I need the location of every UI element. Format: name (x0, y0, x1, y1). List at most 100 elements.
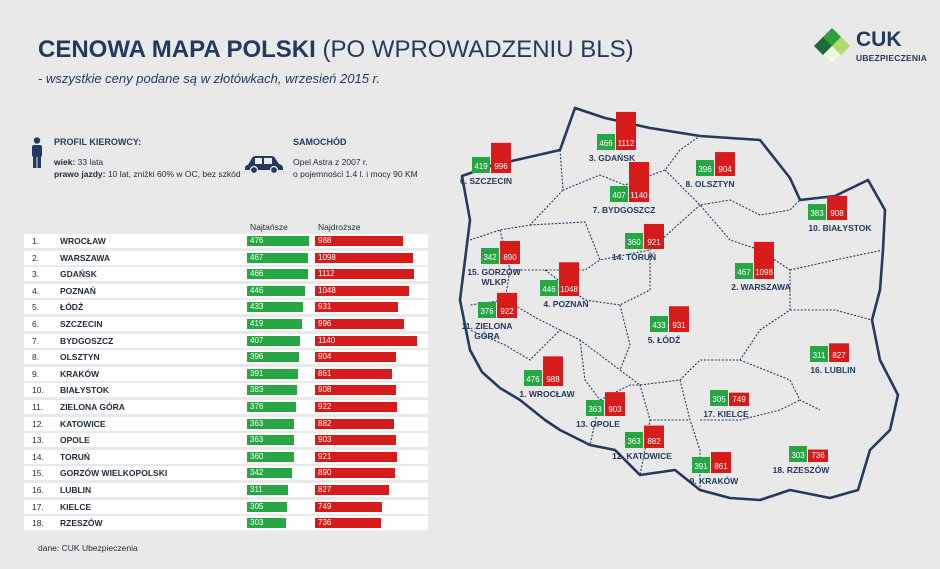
table-row: 12. KATOWICE 363 882 (24, 416, 428, 431)
map-bar-most-expensive (616, 111, 636, 150)
map-value-most-expensive: 890 (503, 253, 517, 262)
row-number: 17. (32, 501, 44, 512)
map-bar-most-expensive (605, 392, 625, 416)
car-line2: o pojemności 1.4 l. i mocy 90 KM (293, 169, 418, 179)
map-value-most-expensive: 931 (672, 321, 686, 330)
map-bar-most-expensive (644, 425, 664, 448)
bar-cheapest (247, 435, 295, 446)
value-cheapest: 433 (250, 302, 264, 312)
bar-most-expensive (315, 451, 398, 462)
map-value-cheapest: 446 (542, 285, 556, 294)
bar-cheapest (247, 319, 302, 329)
row-city: KATOWICE (60, 418, 106, 429)
map-city-label: 467 1098 2. WARSZAWA (731, 241, 791, 292)
map-bar-cheapest (597, 134, 615, 150)
row-city: KIELCE (60, 501, 92, 512)
map-value-cheapest: 396 (698, 165, 712, 174)
map-city-name: 1. WROCŁAW (519, 389, 575, 399)
table-row: 1. WROCŁAW 476 988 (24, 234, 428, 248)
value-cheapest: 446 (250, 285, 264, 295)
age-value: 33 lata (77, 157, 104, 167)
map-city-label: 391 861 9. KRAKÓW (690, 452, 740, 486)
map-city-name: 9. KRAKÓW (690, 475, 740, 486)
value-cheapest: 466 (250, 269, 264, 279)
bar-cheapest (247, 501, 287, 512)
map-city-label: 383 908 10. BIAŁYSTOK (808, 195, 872, 233)
bar-cheapest (247, 385, 297, 396)
col-head-max: Najdroższe (318, 222, 361, 232)
row-number: 4. (32, 285, 40, 296)
row-number: 14. (32, 451, 44, 462)
bar-most-expensive (315, 518, 381, 529)
map-city-name: 7. BYDGOSZCZ (593, 205, 656, 215)
bar-cheapest (247, 518, 287, 529)
car-icon (245, 156, 283, 174)
map-bar-cheapest (789, 446, 807, 462)
value-most-expensive: 922 (318, 402, 332, 411)
bar-most-expensive (315, 269, 415, 280)
map-city-name: 14. TORUŃ (612, 252, 656, 262)
map-city-label: 363 903 13. OPOLE (576, 392, 625, 429)
row-city: WROCŁAW (60, 236, 106, 246)
map-bar-most-expensive (715, 152, 735, 176)
map-city-label: 305 749 17. KIELCE (703, 390, 749, 419)
value-most-expensive: 908 (318, 385, 332, 395)
value-most-expensive: 827 (318, 485, 332, 494)
table-row: 14. TORUŃ 360 921 (24, 449, 428, 464)
row-city: OPOLE (60, 435, 90, 446)
page-title: CENOWA MAPA POLSKI (PO WPROWADZENIU BLS) (38, 36, 634, 64)
value-most-expensive: 861 (318, 368, 332, 378)
bar-cheapest (247, 402, 296, 412)
map-value-cheapest: 360 (627, 238, 641, 247)
map-city-name: 2. WARSZAWA (731, 282, 791, 292)
age-label: wiek: (54, 157, 76, 167)
col-head-min: Najtańsze (250, 222, 288, 232)
page-subtitle: - wszystkie ceny podane są w złotówkach,… (38, 71, 381, 86)
bar-most-expensive (315, 468, 395, 479)
cuk-logo: CUK UBEZPIECZENIA (812, 24, 932, 74)
table-row: 6. SZCZECIN 419 996 (24, 317, 428, 331)
map-value-cheapest: 433 (652, 321, 666, 330)
source-note: dane: CUK Ubezpieczenia (38, 543, 138, 553)
row-city: BIAŁYSTOK (60, 385, 109, 396)
row-city: ŁÓDŹ (60, 302, 84, 313)
map-value-most-expensive: 988 (546, 375, 560, 384)
row-city: BYDGOSZCZ (60, 335, 114, 346)
value-cheapest: 305 (250, 501, 264, 511)
row-number: 11. (32, 402, 44, 412)
map-value-most-expensive: 736 (811, 451, 825, 460)
bar-most-expensive (315, 302, 399, 313)
map-city-name: 8. OLSZTYN (685, 179, 734, 189)
bar-most-expensive (315, 319, 405, 329)
map-bar-cheapest (524, 370, 542, 386)
person-icon (32, 137, 42, 168)
bar-cheapest (247, 352, 299, 363)
map-city-label: 303 736 18. RZESZÓW (773, 446, 830, 475)
row-city: KRAKÓW (60, 368, 100, 379)
map-city-label: 446 1048 4. POZNAŃ (540, 262, 589, 309)
map-bar-most-expensive (808, 449, 828, 462)
map-value-most-expensive: 1098 (755, 268, 773, 277)
map-bar-most-expensive (754, 241, 774, 279)
map-city-label: 433 931 5. ŁÓDŹ (648, 306, 689, 345)
map-value-cheapest: 305 (712, 395, 726, 404)
bar-cheapest (247, 335, 300, 346)
cuk-brand: CUK (856, 28, 902, 51)
row-city: GDAŃSK (60, 269, 97, 280)
value-most-expensive: 1112 (318, 269, 335, 279)
map-bar-cheapest (586, 400, 604, 416)
row-number: 18. (32, 518, 44, 529)
map-bar-cheapest (481, 248, 499, 264)
bar-most-expensive (315, 335, 417, 346)
map-bar-cheapest (610, 186, 628, 202)
map-value-most-expensive: 827 (832, 351, 846, 360)
value-most-expensive: 1098 (318, 252, 336, 262)
bar-most-expensive (315, 435, 396, 446)
table-row: 17. KIELCE 305 749 (24, 499, 428, 514)
row-number: 1. (32, 236, 40, 246)
map-bar-cheapest (472, 157, 490, 173)
row-city: LUBLIN (60, 485, 92, 495)
cuk-logo-mark (814, 28, 850, 64)
